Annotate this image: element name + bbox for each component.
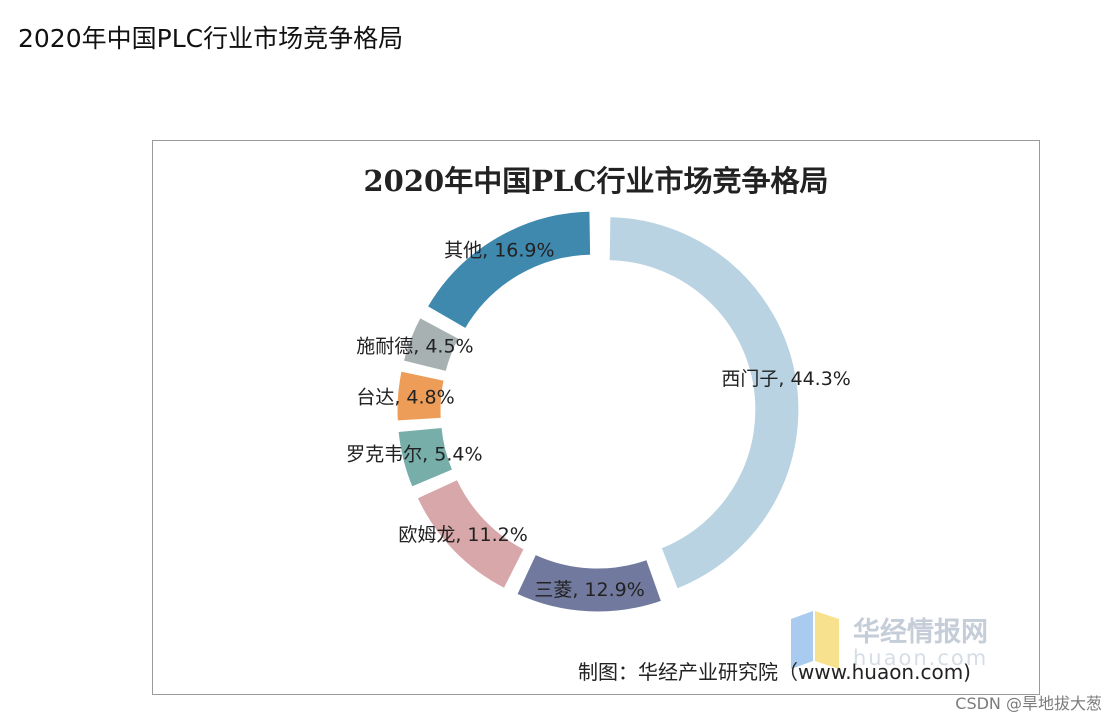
watermark: 华经情报网 huaon.com bbox=[791, 611, 988, 670]
watermark-logo-right bbox=[815, 611, 839, 669]
watermark-logo-left bbox=[791, 611, 813, 669]
chart-title: 2020年中国PLC行业市场竞争格局 bbox=[364, 164, 829, 198]
slice-label-7: 其他, 16.9% bbox=[444, 240, 554, 262]
slice-2 bbox=[513, 551, 665, 615]
slice-label-5: 台达, 4.8% bbox=[356, 387, 454, 409]
slice-3 bbox=[413, 476, 528, 592]
slice-label-4: 罗克韦尔, 5.4% bbox=[346, 443, 482, 465]
chart-frame: 2020年中国PLC行业市场竞争格局 西门子, 44.3% 三菱, 12.9% 欧姆… bbox=[152, 140, 1040, 695]
slice-label-6: 施耐德, 4.5% bbox=[356, 336, 473, 358]
donut-chart: 2020年中国PLC行业市场竞争格局 西门子, 44.3% 三菱, 12.9% 欧姆… bbox=[346, 164, 988, 684]
watermark-text: 华经情报网 bbox=[853, 616, 988, 648]
slices-layer bbox=[394, 208, 802, 615]
slice-5 bbox=[394, 368, 448, 424]
slice-6 bbox=[400, 314, 463, 375]
slice-label-2: 三菱, 12.9% bbox=[534, 579, 644, 601]
watermark-url: huaon.com bbox=[853, 646, 988, 670]
labels-layer: 西门子, 44.3% 三菱, 12.9% 欧姆龙, 11.2% 罗克韦尔, 5.4% 台… bbox=[346, 240, 851, 601]
chart-source: 制图：华经产业研究院（www.huaon.com) bbox=[578, 660, 971, 684]
slice-7 bbox=[423, 208, 594, 333]
page-heading: 2020年中国PLC行业市场竞争格局 bbox=[18, 24, 404, 53]
slice-label-3: 欧姆龙, 11.2% bbox=[398, 524, 527, 546]
slice-4 bbox=[395, 424, 456, 491]
slice-1 bbox=[606, 214, 802, 593]
slice-label-1: 西门子, 44.3% bbox=[721, 368, 850, 390]
csdn-credit: CSDN @旱地拔大葱 bbox=[955, 694, 1102, 713]
